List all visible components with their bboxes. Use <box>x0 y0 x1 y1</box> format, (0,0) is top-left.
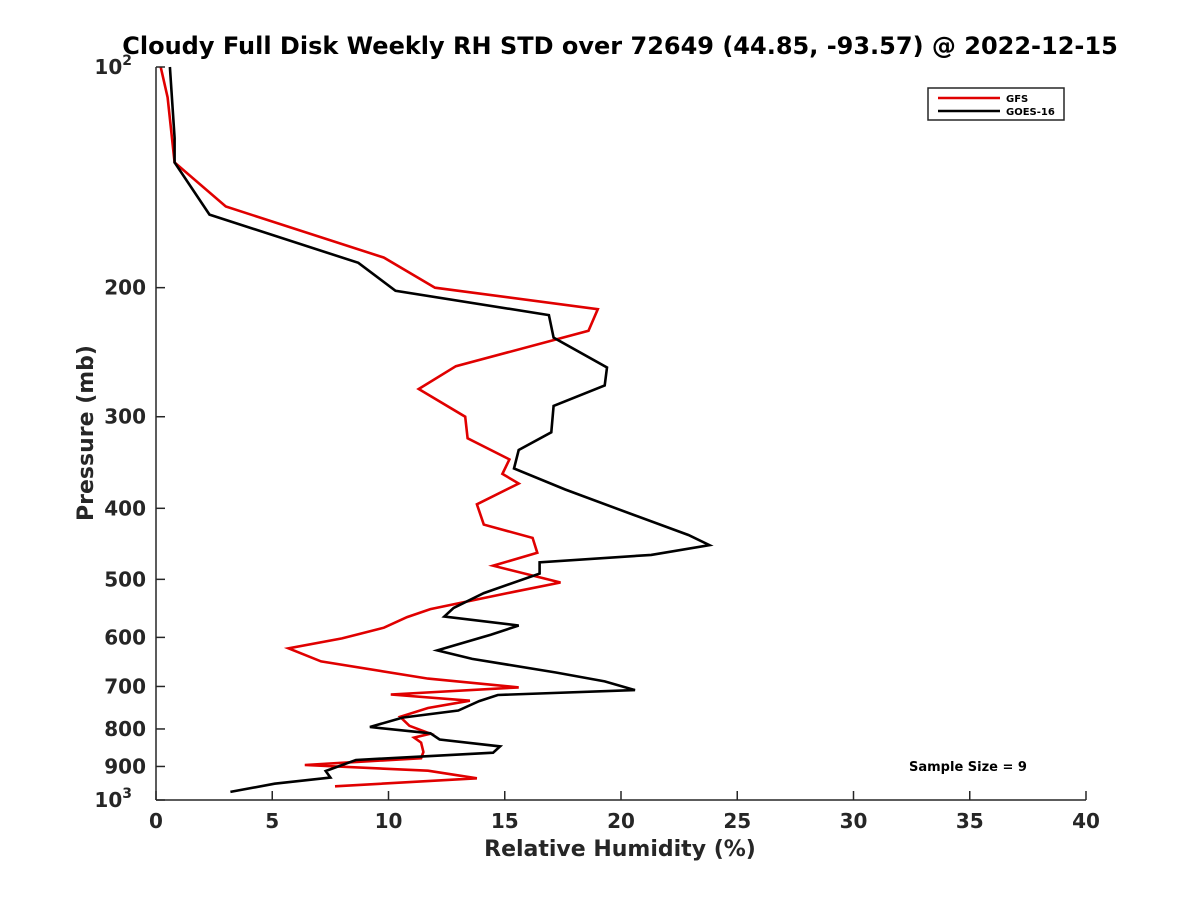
legend-gfs-label: GFS <box>1006 94 1028 105</box>
legend-box <box>927 87 1065 121</box>
x-tick-label: 0 <box>149 809 163 833</box>
y-tick-label: 400 <box>104 496 146 520</box>
series-goes-16-line <box>168 66 714 794</box>
x-tick-label: 5 <box>265 809 279 833</box>
y-tick-label: 300 <box>104 405 146 429</box>
y-tick-label: 900 <box>104 754 146 778</box>
x-tick-label: 30 <box>840 809 868 833</box>
series-gfs-line <box>159 66 600 788</box>
legend: GFS GOES-16 <box>927 87 1065 121</box>
y-tick-label: 500 <box>104 567 146 591</box>
y-tick-label: 800 <box>104 717 146 741</box>
x-tick-label: 20 <box>607 809 635 833</box>
y-tick-label: 700 <box>104 674 146 698</box>
y-axis-title: Pressure (mb) <box>74 345 99 521</box>
axes: 0 5 10 15 20 25 30 35 40 102 200 300 400 500 600 700 800… <box>94 53 1100 833</box>
sample-size-annotation: Sample Size = 9 <box>909 760 1027 775</box>
y-tick-label: 600 <box>104 625 146 649</box>
y-tick-label: 102 <box>94 53 132 79</box>
x-tick-label: 25 <box>723 809 751 833</box>
x-tick-label: 40 <box>1072 809 1100 833</box>
x-tick-label: 10 <box>375 809 403 833</box>
y-tick-label: 103 <box>94 786 132 812</box>
legend-goes-label: GOES-16 <box>1006 107 1055 118</box>
y-tick-label: 200 <box>104 276 146 300</box>
x-axis-title: Relative Humidity (%) <box>484 837 756 862</box>
plot-series <box>159 66 714 794</box>
x-tick-label: 15 <box>491 809 519 833</box>
chart-title: Cloudy Full Disk Weekly RH STD over 7264… <box>122 32 1118 60</box>
x-tick-label: 35 <box>956 809 984 833</box>
